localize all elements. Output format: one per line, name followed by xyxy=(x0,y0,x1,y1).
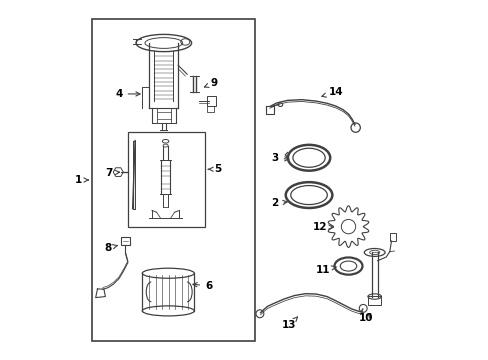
Text: 13: 13 xyxy=(282,317,297,330)
Bar xyxy=(121,237,129,244)
Text: 7: 7 xyxy=(105,168,119,178)
Bar xyxy=(367,296,380,305)
Text: 4: 4 xyxy=(115,89,140,99)
Text: 1: 1 xyxy=(75,175,88,185)
Text: 8: 8 xyxy=(103,243,117,253)
Text: 5: 5 xyxy=(208,164,221,174)
Bar xyxy=(128,132,204,226)
Bar xyxy=(132,140,135,209)
Text: 6: 6 xyxy=(193,281,212,291)
Text: 10: 10 xyxy=(359,313,373,323)
Bar xyxy=(265,107,273,114)
Text: 2: 2 xyxy=(271,198,286,208)
Text: 9: 9 xyxy=(204,78,217,88)
Text: 11: 11 xyxy=(316,265,336,275)
Bar xyxy=(206,96,215,107)
Bar xyxy=(389,233,395,241)
Bar xyxy=(92,19,255,341)
Text: 12: 12 xyxy=(312,222,332,231)
Text: 3: 3 xyxy=(271,153,288,163)
Bar xyxy=(206,107,214,112)
Text: 14: 14 xyxy=(321,87,343,97)
